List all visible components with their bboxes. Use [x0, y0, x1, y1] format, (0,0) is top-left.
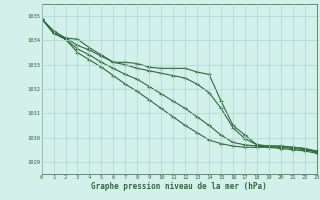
- X-axis label: Graphe pression niveau de la mer (hPa): Graphe pression niveau de la mer (hPa): [91, 182, 267, 191]
